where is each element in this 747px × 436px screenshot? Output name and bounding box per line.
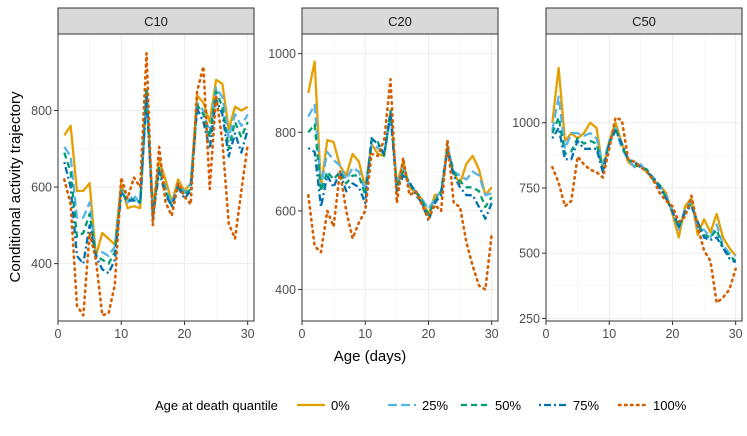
legend-label: 0% bbox=[331, 398, 350, 413]
x-tick-label: 10 bbox=[358, 327, 372, 341]
strip-label: C10 bbox=[144, 14, 168, 29]
legend-label: 100% bbox=[653, 398, 687, 413]
y-axis-label: Conditional activity trajectory bbox=[7, 91, 24, 282]
legend-label: 75% bbox=[573, 398, 599, 413]
series-line-100pct bbox=[551, 116, 737, 305]
panel-background bbox=[546, 34, 742, 321]
y-tick-label: 400 bbox=[275, 283, 296, 297]
strip-background bbox=[545, 7, 743, 35]
legend-label: 25% bbox=[422, 398, 448, 413]
legend-label: 50% bbox=[495, 398, 521, 413]
x-tick-label: 0 bbox=[543, 327, 550, 341]
strip-background bbox=[301, 7, 499, 35]
legend-entry-25pct: 25% bbox=[388, 398, 448, 413]
series-line-50pct bbox=[307, 109, 493, 217]
strip-label: C20 bbox=[388, 14, 412, 29]
y-tick-label: 1000 bbox=[512, 116, 540, 130]
panel-border bbox=[57, 33, 255, 322]
y-tick-label: 400 bbox=[31, 257, 52, 271]
legend-entry-0pct: 0% bbox=[297, 398, 350, 413]
x-tick-label: 0 bbox=[299, 327, 306, 341]
x-tick-label: 20 bbox=[421, 327, 435, 341]
legend-entry-75pct: 75% bbox=[539, 398, 599, 413]
legend-entry-50pct: 50% bbox=[461, 398, 521, 413]
x-tick-label: 30 bbox=[241, 327, 255, 341]
x-tick-label: 10 bbox=[602, 327, 616, 341]
legend-entry-100pct: 100% bbox=[617, 398, 687, 413]
panel-c50: C50 0 10 20 30 250 500 750 1000 bbox=[512, 7, 743, 341]
x-tick-label: 30 bbox=[729, 327, 743, 341]
strip-background bbox=[57, 7, 255, 35]
x-tick-label: 20 bbox=[665, 327, 679, 341]
series-line-100pct bbox=[63, 51, 249, 317]
y-tick-label: 600 bbox=[275, 204, 296, 218]
series-line-50pct bbox=[63, 86, 249, 265]
y-tick-label: 800 bbox=[31, 104, 52, 118]
x-axis-label: Age (days) bbox=[334, 348, 407, 365]
x-tick-label: 30 bbox=[485, 327, 499, 341]
x-tick-label: 0 bbox=[55, 327, 62, 341]
panel-c20: C20 0 10 20 30 400 600 800 1000 bbox=[268, 7, 499, 341]
panel-border bbox=[301, 33, 499, 322]
x-tick-label: 20 bbox=[177, 327, 191, 341]
panels: C10 0 10 20 30 400 600 800 C20 0 10 20 30 400 600 800 10… bbox=[31, 7, 743, 341]
y-tick-label: 750 bbox=[519, 181, 540, 195]
y-tick-label: 250 bbox=[519, 312, 540, 326]
y-tick-label: 600 bbox=[31, 181, 52, 195]
y-tick-label: 1000 bbox=[268, 47, 296, 61]
legend: Age at death quantile 0% 25% 50% 75% 100% bbox=[155, 398, 687, 413]
x-tick-label: 10 bbox=[114, 327, 128, 341]
panel-c10: C10 0 10 20 30 400 600 800 bbox=[31, 7, 255, 341]
strip-label: C50 bbox=[632, 14, 656, 29]
y-tick-label: 500 bbox=[519, 247, 540, 261]
y-tick-label: 800 bbox=[275, 126, 296, 140]
legend-title: Age at death quantile bbox=[155, 398, 278, 413]
panel-border bbox=[545, 33, 743, 322]
